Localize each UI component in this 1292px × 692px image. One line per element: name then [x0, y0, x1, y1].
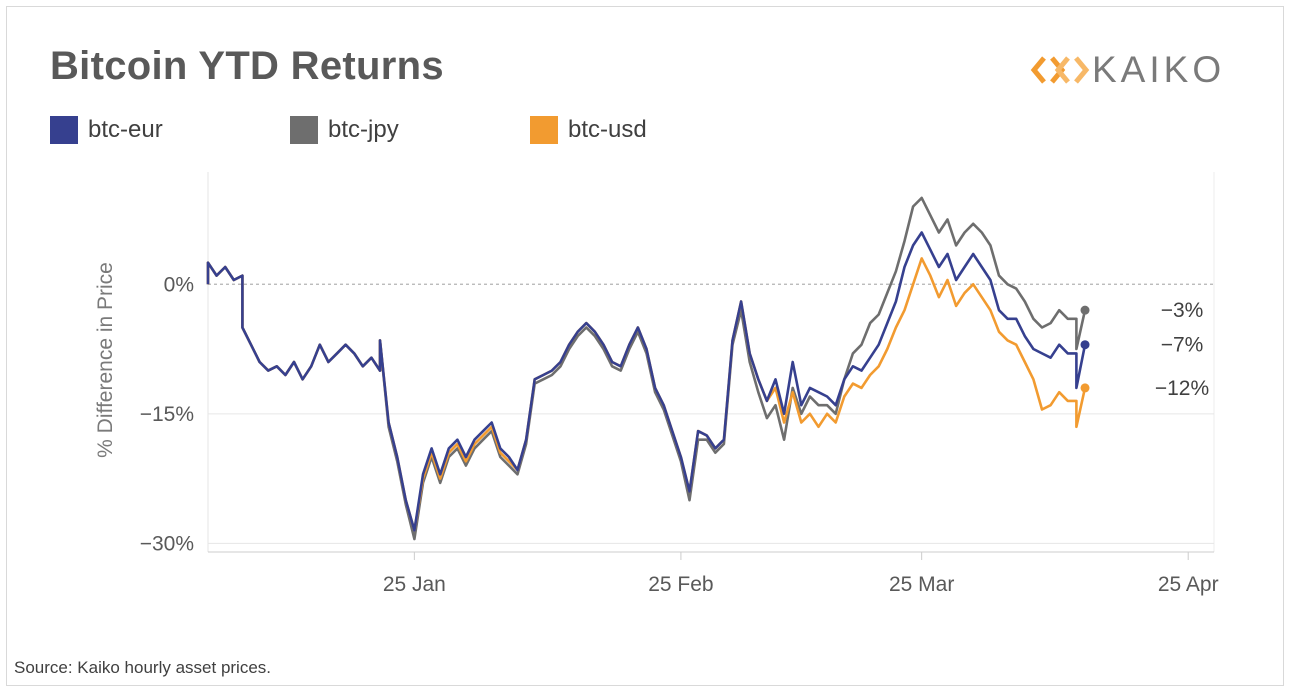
chart-title: Bitcoin YTD Returns	[50, 44, 444, 88]
legend-swatch-btc-usd	[530, 116, 558, 144]
kaiko-logo-text: KAIKO	[1092, 49, 1226, 90]
end-marker-btc-usd	[1080, 383, 1090, 393]
series-line-btc-eur	[206, 231, 1087, 532]
legend-label-btc-eur: btc-eur	[88, 116, 163, 143]
legend-label-btc-jpy: btc-jpy	[328, 116, 399, 143]
y-axis-title: % Difference in Price	[94, 262, 117, 458]
legend-item-btc-eur[interactable]: btc-eur	[50, 116, 163, 144]
source-note: Source: Kaiko hourly asset prices.	[14, 658, 272, 677]
end-label-btc-eur: −7%	[1161, 334, 1204, 357]
y-tick-label: −30%	[140, 532, 194, 555]
kaiko-logo: KAIKO	[1030, 49, 1226, 90]
kaiko-logo-icon	[1030, 56, 1090, 84]
legend-swatch-btc-jpy	[290, 116, 318, 144]
legend-item-btc-usd[interactable]: btc-usd	[530, 116, 647, 144]
legend-label-btc-usd: btc-usd	[568, 116, 647, 143]
legend-swatch-btc-eur	[50, 116, 78, 144]
y-tick-label: 0%	[164, 273, 194, 296]
end-marker-btc-jpy	[1080, 305, 1090, 315]
legend-item-btc-jpy[interactable]: btc-jpy	[290, 116, 399, 144]
x-tick-label: 25 Feb	[648, 573, 713, 596]
end-marker-btc-eur	[1080, 340, 1090, 350]
end-label-btc-usd: −12%	[1155, 377, 1209, 400]
series-line-btc-jpy	[206, 196, 1087, 541]
x-tick-label: 25 Mar	[889, 573, 954, 596]
x-tick-label: 25 Jan	[383, 573, 446, 596]
series-line-btc-usd	[206, 257, 1087, 532]
x-tick-label: 25 Apr	[1158, 573, 1219, 596]
y-tick-label: −15%	[140, 403, 194, 426]
end-label-btc-jpy: −3%	[1161, 299, 1204, 322]
